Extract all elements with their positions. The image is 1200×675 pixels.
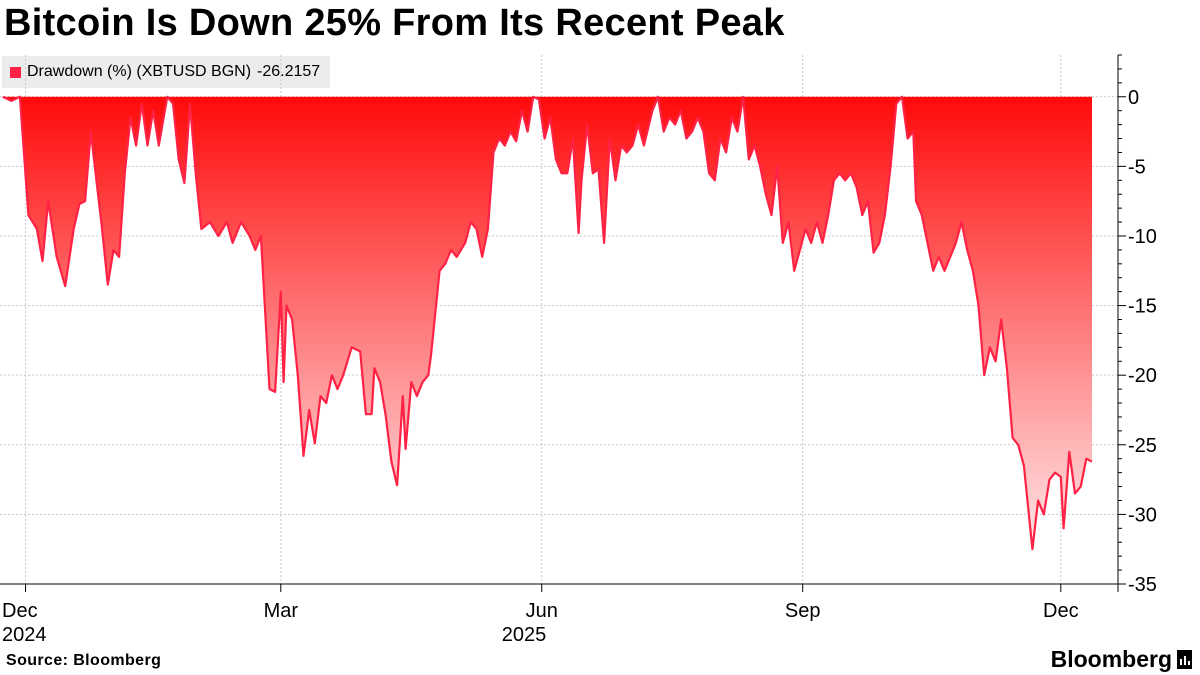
x-tick-label: Mar (264, 600, 299, 622)
x-year-label: 2024 (2, 624, 47, 646)
axes (0, 54, 1126, 592)
y-tick-label: -20 (1128, 365, 1157, 387)
y-tick-label: -30 (1128, 504, 1157, 526)
drawdown-area (2, 96, 1092, 550)
brand-logo: Bloomberg (1051, 646, 1192, 673)
y-tick-label: -35 (1128, 574, 1157, 596)
x-year-label: 2025 (502, 624, 547, 646)
y-tick-label: -25 (1128, 435, 1157, 457)
x-tick-label: Sep (785, 600, 821, 622)
drawdown-line (2, 95, 1093, 551)
legend-label: Drawdown (%) (XBTUSD BGN) (27, 63, 252, 80)
y-tick-label: -5 (1128, 156, 1146, 178)
legend: Drawdown (%) (XBTUSD BGN) -26.2157 (2, 56, 331, 88)
x-tick-label: Jun (526, 600, 558, 622)
chart-title: Bitcoin Is Down 25% From Its Recent Peak (4, 2, 785, 44)
legend-last-value: -26.2157 (257, 63, 321, 80)
bloomberg-terminal-icon (1177, 650, 1192, 669)
y-tick-label: -10 (1128, 226, 1157, 248)
y-tick-label: -15 (1128, 296, 1157, 318)
x-tick-label: Dec (2, 600, 38, 622)
legend-swatch (10, 66, 21, 78)
y-tick-label: 0 (1128, 87, 1139, 109)
x-tick-label: Dec (1043, 600, 1079, 622)
source-note: Source: Bloomberg (6, 652, 162, 669)
brand-name: Bloomberg (1050, 646, 1172, 672)
